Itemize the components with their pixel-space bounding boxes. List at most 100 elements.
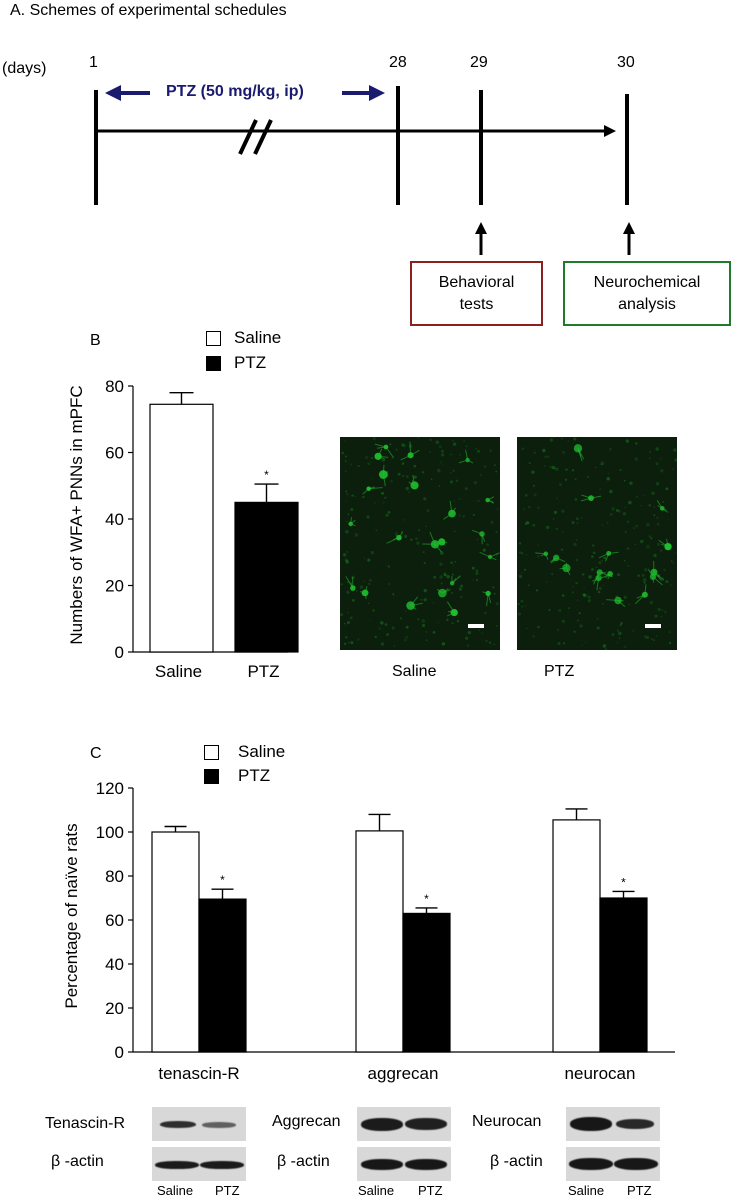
pnn-process <box>580 497 592 502</box>
micrograph-speckle <box>600 461 605 466</box>
chart-c-ytick-label: 40 <box>105 955 124 974</box>
micrograph-speckle <box>572 591 574 594</box>
micrograph-speckle <box>384 623 388 626</box>
chart-b-category-label: PTZ <box>247 662 279 681</box>
legend-c-ptz-swatch <box>204 769 219 784</box>
micrograph-speckle <box>494 464 496 467</box>
pnn-process <box>441 541 448 544</box>
micrograph-speckle <box>370 461 372 463</box>
micrograph-speckle <box>651 491 655 495</box>
micrograph-speckle <box>660 468 664 473</box>
micrograph-speckle <box>644 568 648 572</box>
micrograph-speckle <box>393 645 396 647</box>
micrograph-speckle <box>653 506 656 508</box>
micrograph-speckle <box>378 627 382 630</box>
micrograph-speckle <box>665 487 669 491</box>
pnn-process <box>596 571 600 579</box>
micrograph-speckle <box>346 493 349 495</box>
micrograph-speckle <box>546 525 550 530</box>
micrograph-speckle <box>528 462 531 465</box>
micrograph-speckle <box>350 507 354 512</box>
micrograph-speckle <box>458 498 461 501</box>
micrograph-speckle <box>485 639 488 643</box>
micrograph-speckle <box>609 447 612 451</box>
micrograph-speckle <box>574 498 578 501</box>
timeline-break-mark-2 <box>253 119 273 155</box>
chart-b-bar <box>234 501 299 653</box>
micrograph-speckle <box>606 521 609 524</box>
behavioral-tests-box: Behavioral tests <box>410 261 543 326</box>
pnn-process <box>652 576 655 583</box>
micrograph-speckle <box>548 608 551 612</box>
micrograph-speckle <box>363 580 365 583</box>
micrograph-speckle <box>492 586 495 589</box>
micrograph-speckle <box>648 457 651 460</box>
micrograph-speckle <box>441 453 445 457</box>
micrograph-speckle <box>524 522 527 525</box>
pnn-process <box>382 464 385 475</box>
micrograph-speckle <box>568 607 570 610</box>
micrograph-speckle <box>495 531 498 534</box>
micrograph-speckle <box>345 500 347 503</box>
pnn-process <box>400 454 411 461</box>
micrograph-speckle <box>370 456 374 460</box>
micrograph-speckle <box>660 549 663 552</box>
micrograph-speckle <box>397 472 401 476</box>
micrograph-speckle <box>598 586 602 590</box>
micrograph-speckle <box>560 548 564 551</box>
micrograph-speckle <box>634 457 638 461</box>
micrograph-speckle <box>543 465 546 467</box>
micrograph-speckle <box>663 568 666 572</box>
micrograph-speckle <box>475 569 479 572</box>
pnn-process <box>636 594 646 599</box>
micrograph-speckle <box>532 484 535 487</box>
micrograph-speckle <box>672 562 675 564</box>
micrograph-speckle <box>369 578 372 582</box>
micrograph-speckle <box>421 619 425 623</box>
micrograph-speckle <box>575 558 579 562</box>
chart-b-significance: * <box>264 468 269 482</box>
micrograph-speckle <box>629 481 633 485</box>
micrograph-speckle <box>413 475 417 479</box>
pnn-process <box>350 519 356 525</box>
micrograph-speckle <box>606 476 610 481</box>
micrograph-speckle <box>535 589 539 592</box>
blot-band <box>202 1122 236 1128</box>
micrograph-speckle <box>368 602 370 604</box>
chart-c-ytick-label: 60 <box>105 911 124 930</box>
neurochemical-analysis-box: Neurochemical analysis <box>563 261 731 326</box>
micrograph-speckle <box>618 509 621 513</box>
micrograph-speckle <box>439 461 442 464</box>
pnn-process <box>386 537 400 544</box>
micrograph-speckle <box>624 506 626 508</box>
micrograph-speckle <box>674 458 677 462</box>
micrograph-speckle <box>369 619 371 621</box>
micrograph-speckle <box>451 573 454 576</box>
pnn-process <box>607 573 611 580</box>
micrograph-speckle <box>601 524 604 526</box>
micrograph-speckle <box>465 445 468 448</box>
micrograph-speckle <box>380 491 385 495</box>
micrograph-speckle <box>405 625 409 629</box>
micrograph-speckle <box>460 584 464 588</box>
legend-b-ptz-label: PTZ <box>234 353 267 372</box>
panel-b-letter: B <box>90 332 101 349</box>
micrograph-speckle <box>579 624 583 628</box>
micrograph-speckle <box>602 644 607 648</box>
micrograph-speckle <box>392 594 395 596</box>
micrograph-speckle <box>637 574 641 577</box>
micrograph-speckle <box>437 621 439 623</box>
micrograph-speckle <box>366 515 370 519</box>
micrograph-speckle <box>531 470 535 474</box>
blot-band <box>361 1118 403 1131</box>
micrograph-speckle <box>591 544 595 547</box>
micrograph-speckle <box>460 596 463 599</box>
blot-actin-label-2: β -actin <box>277 1153 330 1170</box>
micrograph-speckle <box>517 602 520 606</box>
legend-b-ptz-swatch <box>206 356 221 371</box>
micrograph-speckle <box>653 639 655 642</box>
micrograph-speckle <box>495 555 498 557</box>
micrograph-speckle <box>627 520 630 523</box>
chart-c-bar <box>198 898 247 1053</box>
chart-c-bar <box>599 897 648 1053</box>
